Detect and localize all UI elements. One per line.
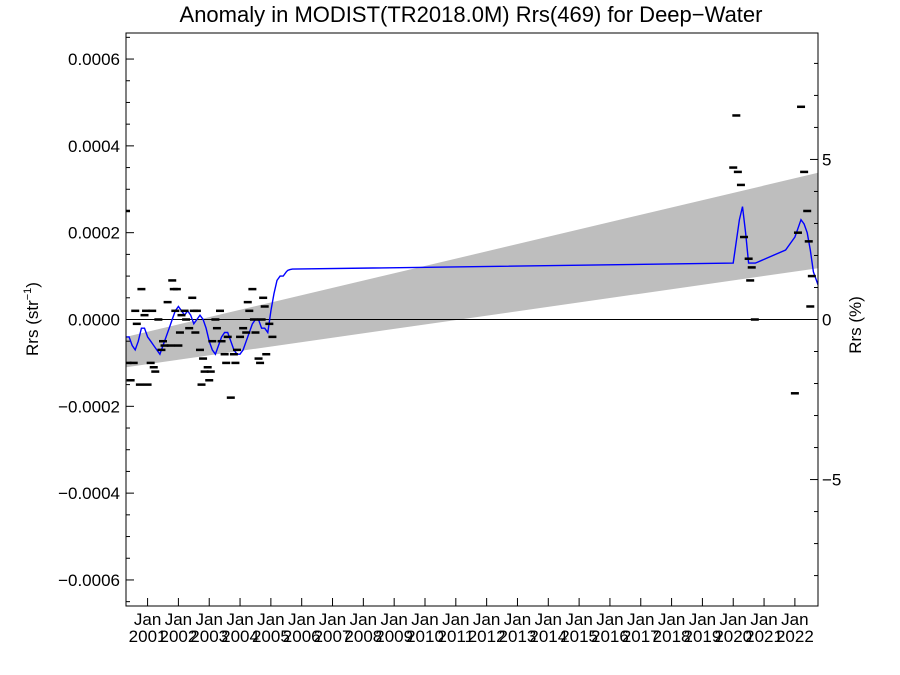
x-tick-label-year: 2019 (683, 627, 721, 646)
x-tick-label-year: 2007 (314, 627, 352, 646)
y2-tick-label: 5 (822, 150, 831, 169)
x-axis: Jan2001Jan2002Jan2003Jan2004Jan2005Jan20… (129, 598, 814, 646)
x-tick-label-year: 2020 (714, 627, 752, 646)
x-tick-label-year: 2017 (622, 627, 660, 646)
y2-axis-label: Rrs (%) (846, 296, 865, 354)
series-line (126, 206, 818, 356)
x-tick-label-month: Jan (257, 610, 284, 629)
y-tick-label: −0.0006 (58, 571, 120, 590)
x-tick-label-year: 2014 (529, 627, 567, 646)
x-tick-label-year: 2009 (375, 627, 413, 646)
x-tick-label-year: 2006 (283, 627, 321, 646)
chart-title: Anomaly in MODIST(TR2018.0M) Rrs(469) fo… (180, 2, 763, 27)
y-tick-label: −0.0004 (58, 484, 120, 503)
x-tick-label-month: Jan (442, 610, 469, 629)
x-tick-label-month: Jan (134, 610, 161, 629)
y-axis: 0.0006 0.0004 0.0002 0.0000 −0.0002 −0.0004 −0… (58, 36, 134, 603)
x-tick-label-month: Jan (658, 610, 685, 629)
x-tick-label-month: Jan (627, 610, 654, 629)
x-tick-label-month: Jan (781, 610, 808, 629)
x-tick-label-year: 2008 (344, 627, 382, 646)
x-tick-label-year: 2004 (221, 627, 259, 646)
x-tick-label-month: Jan (565, 610, 592, 629)
y-axis-label: Rrs (str−1) (22, 282, 42, 356)
x-tick-label-year: 2005 (252, 627, 290, 646)
y2-tick-label: 0 (822, 311, 831, 330)
x-tick-label-month: Jan (350, 610, 377, 629)
y-tick-label: −0.0002 (58, 397, 120, 416)
x-tick-label-month: Jan (689, 610, 716, 629)
x-tick-label-year: 2013 (499, 627, 537, 646)
x-tick-label-month: Jan (596, 610, 623, 629)
y2-axis: 5 0 −5 (810, 62, 841, 577)
x-tick-label-year: 2021 (745, 627, 783, 646)
data-marks (126, 105, 818, 399)
x-tick-label-month: Jan (750, 610, 777, 629)
y-axis-label-close: ) (23, 282, 42, 288)
x-tick-label-month: Jan (473, 610, 500, 629)
x-tick-label-month: Jan (288, 610, 315, 629)
trend-band (126, 172, 818, 368)
x-tick-label-year: 2012 (468, 627, 506, 646)
x-tick-label-month: Jan (319, 610, 346, 629)
x-tick-label-year: 2003 (190, 627, 228, 646)
x-tick-label-year: 2002 (159, 627, 197, 646)
x-tick-label-month: Jan (535, 610, 562, 629)
y-tick-label: 0.0002 (68, 224, 120, 243)
x-tick-label-month: Jan (504, 610, 531, 629)
x-tick-label-year: 2001 (129, 627, 167, 646)
x-tick-label-month: Jan (380, 610, 407, 629)
x-tick-label-year: 2010 (406, 627, 444, 646)
x-tick-label-year: 2011 (438, 627, 475, 646)
x-tick-label-year: 2015 (560, 627, 598, 646)
x-tick-label-year: 2022 (776, 627, 814, 646)
x-tick-label-year: 2018 (653, 627, 691, 646)
y-tick-label: 0.0000 (68, 311, 120, 330)
y-tick-label: 0.0004 (68, 137, 120, 156)
x-tick-label-month: Jan (411, 610, 438, 629)
y2-tick-label: −5 (822, 471, 841, 490)
y-tick-label: 0.0006 (68, 50, 120, 69)
x-tick-label-month: Jan (196, 610, 223, 629)
x-tick-label-month: Jan (720, 610, 747, 629)
y-axis-label-exponent: −1 (22, 288, 34, 301)
y-axis-label-main: Rrs (str (23, 300, 42, 356)
x-tick-label-month: Jan (165, 610, 192, 629)
x-tick-label-month: Jan (226, 610, 253, 629)
x-tick-label-year: 2016 (591, 627, 629, 646)
